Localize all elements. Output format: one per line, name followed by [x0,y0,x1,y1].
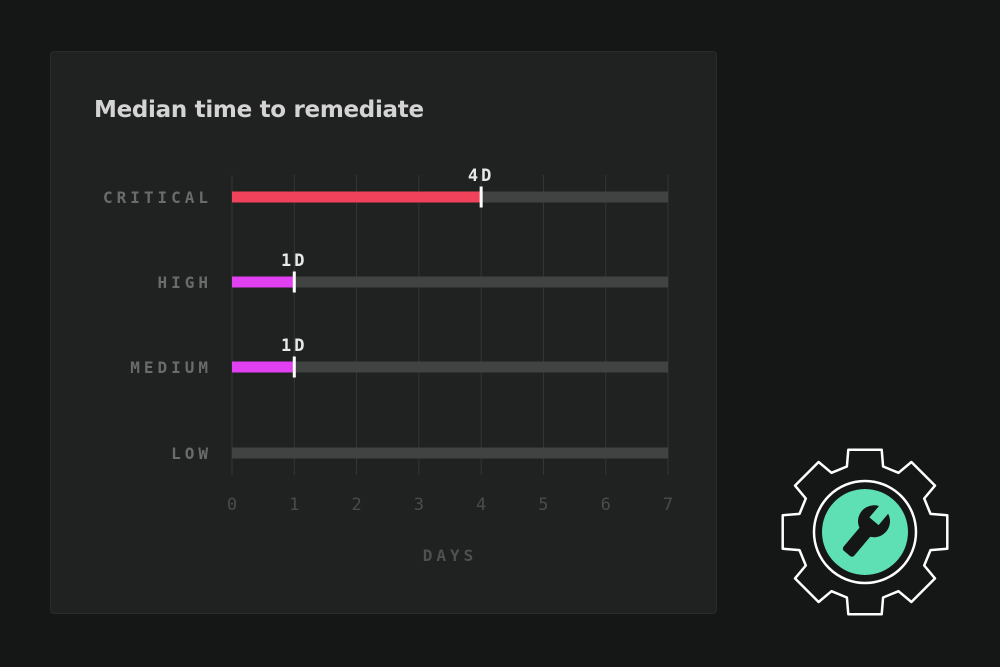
x-tick-label: 4 [476,495,486,515]
x-tick-label: 5 [538,495,548,515]
chart-title: Median time to remediate [94,97,424,123]
data-label: 1D [281,251,307,271]
bar-marker [292,271,296,293]
data-label: 4D [468,166,494,186]
x-tick-label: 1 [289,495,299,515]
bar-marker [292,356,296,378]
bar-track [232,361,668,373]
bar-track [232,276,668,288]
x-tick-label: 7 [663,495,673,515]
x-axis-label: DAYS [423,546,478,565]
bar [232,276,295,288]
bar-track [232,447,668,459]
category-label: MEDIUM [130,358,212,377]
x-tick-label: 6 [601,495,611,515]
category-label: LOW [171,444,212,463]
bar [232,361,295,373]
x-tick-label: 0 [227,495,237,515]
gear-wrench-icon [778,445,952,619]
data-label: 1D [281,336,307,356]
x-tick-label: 2 [351,495,361,515]
bar [232,191,482,203]
category-label: HIGH [157,273,212,292]
bar-chart: 4D CRITICAL 1D HIGH 1D MEDIUM LOW 0 1 2 3 4 5 6 7 DAYS [103,166,673,565]
x-tick-label: 3 [414,495,424,515]
bar-marker [479,186,483,208]
category-label: CRITICAL [103,188,212,207]
